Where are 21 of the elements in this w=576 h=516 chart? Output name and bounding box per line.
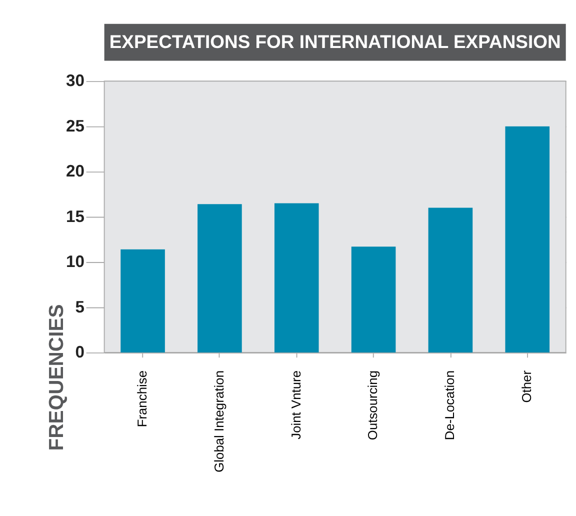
bar: [505, 126, 550, 352]
bar: [120, 249, 165, 352]
x-tick-label: Franchise: [134, 370, 150, 428]
y-tick-label: 15: [66, 206, 84, 226]
x-tick-label: Other: [519, 370, 534, 403]
bar: [351, 246, 396, 352]
x-tick-label: Joint Vnture: [288, 370, 304, 440]
y-tick-label: 5: [75, 297, 84, 316]
y-axis-title: FREQUENCIES: [46, 304, 68, 451]
bar: [274, 203, 319, 352]
chart-title: EXPECTATIONS FOR INTERNATIONAL EXPANSION: [109, 30, 561, 52]
y-tick-label: 25: [66, 116, 84, 136]
x-tick-label: Global Integration: [211, 370, 226, 472]
bar: [428, 208, 473, 352]
y-tick-label: 20: [66, 162, 84, 181]
y-tick-label: 30: [66, 71, 84, 90]
y-tick-label: 0: [75, 342, 84, 362]
bar: [198, 204, 242, 352]
x-tick-label: Outsourcing: [365, 370, 380, 440]
y-tick-label: 10: [66, 252, 84, 272]
x-tick-label: De-Location: [442, 370, 458, 440]
